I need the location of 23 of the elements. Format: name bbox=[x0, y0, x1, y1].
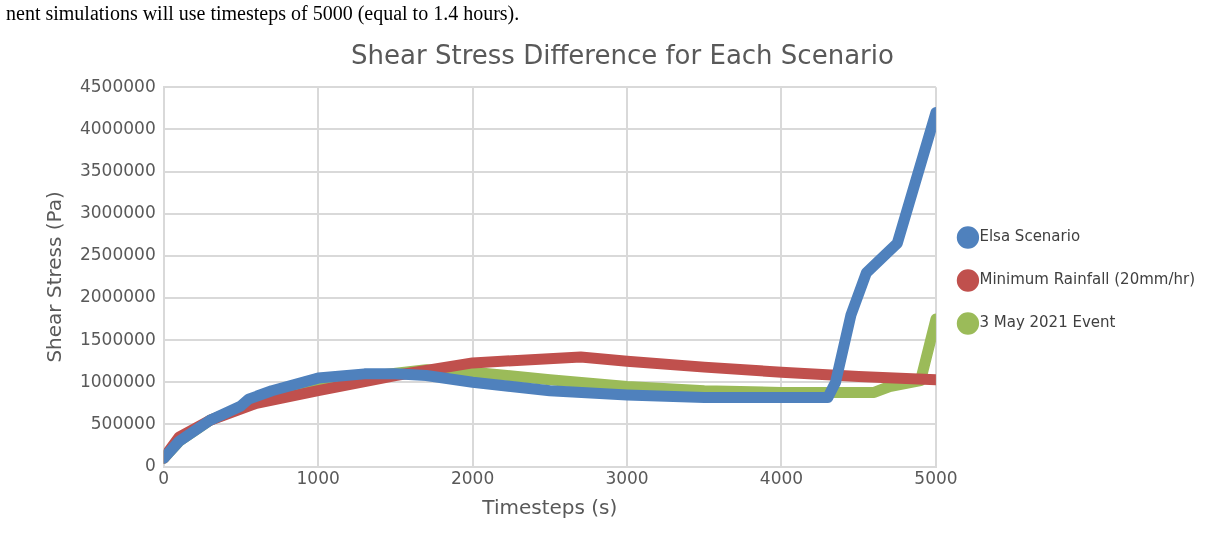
x-tick-label: 0 bbox=[158, 468, 170, 489]
y-tick-label: 4500000 bbox=[79, 75, 156, 96]
y-tick-label: 4000000 bbox=[79, 117, 156, 138]
y-tick-label: 3500000 bbox=[79, 159, 156, 180]
x-tick-label: 3000 bbox=[605, 468, 649, 489]
y-tick-label: 2500000 bbox=[79, 244, 156, 265]
y-tick-label: 2000000 bbox=[79, 286, 156, 307]
x-tick-label: 5000 bbox=[914, 468, 958, 489]
y-tick-label: 1000000 bbox=[79, 370, 156, 391]
text: nent simulations will use timesteps of 5000 (equal to 1.4 hours). bbox=[5, 1, 521, 26]
x-axis-title: Timesteps (s) bbox=[481, 495, 618, 520]
y-tick-label: 500000 bbox=[90, 412, 156, 433]
y-tick-label: 3000000 bbox=[79, 202, 156, 223]
y-tick-label: 0 bbox=[144, 455, 156, 476]
y-axis-title: Shear Stress (Pa) bbox=[42, 191, 67, 363]
legend-label: Elsa Scenario bbox=[979, 227, 1081, 246]
y-tick-label: 1500000 bbox=[79, 328, 156, 349]
x-tick-label: 4000 bbox=[759, 468, 804, 489]
x-tick-label: 2000 bbox=[450, 468, 495, 489]
x-tick-label: 1000 bbox=[296, 468, 340, 489]
legend-label: Minimum Rainfall (20mm/hr) bbox=[979, 270, 1195, 289]
legend-label: 3 May 2021 Event bbox=[979, 313, 1116, 332]
chart-title: Shear Stress Difference for Each Scenario bbox=[351, 40, 894, 71]
